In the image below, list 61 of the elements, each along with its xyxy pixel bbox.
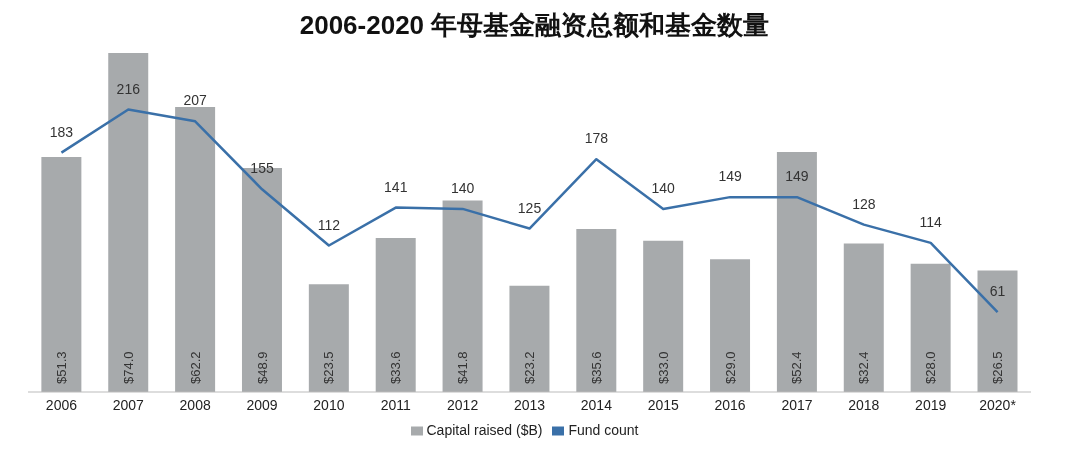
data-label: $74.0 — [120, 351, 136, 384]
data-label: $52.4 — [789, 351, 805, 384]
data-label: $35.6 — [588, 351, 604, 384]
data-label: $28.0 — [923, 351, 939, 384]
bar — [442, 200, 483, 392]
bar — [576, 228, 617, 392]
data-label: 125 — [517, 199, 542, 216]
chart-title: 2006-2020 年母基金融资总额和基金数量 — [298, 9, 771, 42]
data-label: 149 — [785, 168, 809, 185]
bar — [41, 156, 82, 392]
data-label: 140 — [450, 179, 475, 196]
bar — [776, 151, 817, 392]
data-label: $51.3 — [53, 351, 69, 384]
data-label: 128 — [852, 195, 876, 212]
data-label: 178 — [584, 130, 609, 147]
bar — [308, 284, 349, 392]
bar — [843, 243, 884, 392]
bar — [509, 285, 550, 392]
x-tick-label: 2008 — [179, 396, 211, 413]
x-tick-label: 2006 — [45, 396, 78, 413]
data-label: 207 — [183, 92, 208, 109]
x-tick-label: 2011 — [380, 396, 412, 413]
x-tick-label: 2009 — [246, 396, 278, 413]
data-label: 183 — [49, 123, 74, 140]
x-tick-label: 2017 — [781, 396, 813, 413]
x-tick-label: 2012 — [447, 396, 479, 413]
bar — [108, 53, 149, 392]
x-tick-label: 2019 — [915, 396, 947, 413]
data-label: $32.4 — [856, 351, 872, 384]
data-label: $29.0 — [722, 351, 738, 384]
x-tick-label: 2020* — [979, 396, 1017, 413]
data-label: $26.5 — [990, 351, 1006, 384]
bar — [175, 107, 216, 392]
legend-label: Capital raised ($B) — [426, 422, 543, 438]
data-label: $48.9 — [254, 351, 270, 384]
data-label: $33.6 — [388, 351, 404, 384]
x-tick-label: 2007 — [112, 396, 145, 413]
bar — [375, 238, 416, 392]
bar — [643, 240, 684, 392]
data-label: $23.5 — [321, 351, 337, 384]
bar — [910, 263, 951, 392]
x-tick-label: 2014 — [580, 396, 613, 413]
legend-label: Fund count — [568, 422, 639, 438]
data-label: 216 — [116, 80, 141, 97]
data-label: 149 — [718, 168, 742, 185]
data-label: $62.2 — [187, 351, 203, 384]
data-label: 112 — [317, 216, 341, 233]
data-label: 114 — [919, 213, 943, 230]
data-label: $33.0 — [655, 351, 671, 384]
x-tick-label: 2018 — [848, 396, 880, 413]
data-label: 61 — [989, 283, 1006, 300]
x-tick-label: 2015 — [647, 396, 680, 413]
data-label: $41.8 — [455, 351, 471, 384]
x-tick-label: 2016 — [714, 396, 746, 413]
bar — [710, 259, 751, 392]
data-label: 141 — [384, 178, 408, 195]
x-tick-label: 2010 — [313, 396, 345, 413]
bar — [977, 270, 1018, 392]
x-tick-label: 2013 — [513, 396, 546, 413]
data-label: $23.2 — [521, 351, 537, 384]
data-label: 140 — [651, 179, 676, 196]
